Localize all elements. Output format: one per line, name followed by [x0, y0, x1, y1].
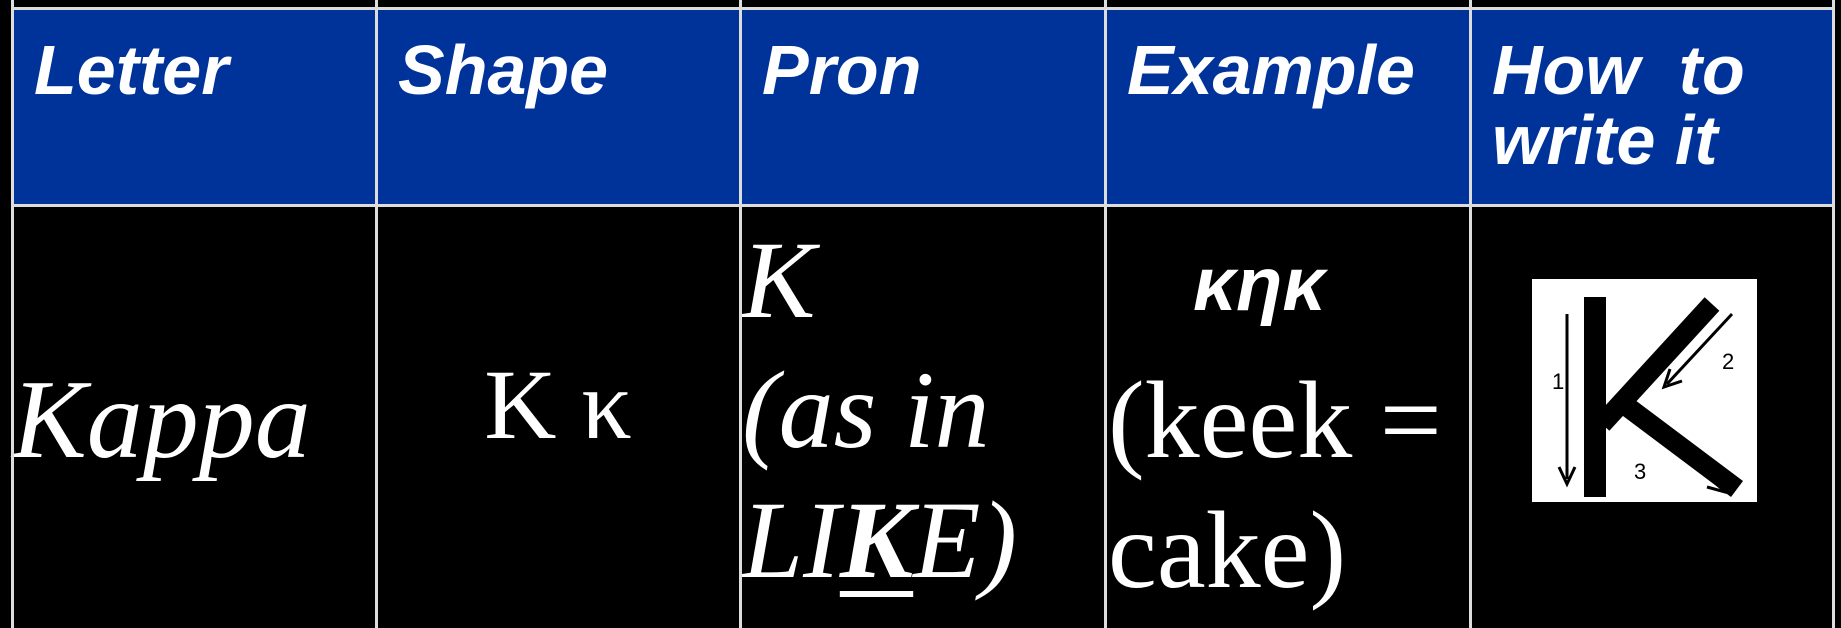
border: [12, 7, 1834, 10]
header-cell: Pron: [740, 9, 1105, 205]
arrow: [1670, 442, 1724, 491]
border: [12, 204, 1834, 207]
stroke: [1611, 391, 1743, 497]
pron-line: LIKE): [742, 475, 1017, 605]
stroke-number: 3: [1634, 459, 1646, 484]
pron-text: E): [913, 479, 1018, 601]
example-gloss: (keek =: [1108, 359, 1442, 481]
pron-text: LI: [742, 479, 840, 601]
header-text: How to write it: [1492, 31, 1765, 179]
border: [739, 0, 742, 628]
arrow: [1661, 368, 1683, 390]
pron: K (as in LIKE): [742, 215, 1017, 605]
arrow: [1665, 312, 1734, 386]
letter-shape: Κ κ: [484, 349, 632, 460]
header-cell: Shape: [376, 9, 740, 205]
header-text: Shape: [398, 31, 609, 109]
stroke-diagram: 1 2 3: [1532, 279, 1757, 502]
arrow: [1557, 466, 1577, 488]
example: κηκ (keek = cake): [1108, 215, 1442, 615]
header-cell: Example: [1105, 9, 1470, 205]
header-text: Pron: [762, 31, 922, 109]
border: [1104, 0, 1107, 628]
letter-name: Kappa: [12, 358, 311, 482]
example-word: κηκ: [1193, 242, 1326, 327]
border: [375, 0, 378, 628]
border: [1832, 0, 1835, 628]
header-cell: How to write it: [1470, 9, 1834, 205]
border: [1469, 0, 1472, 628]
stroke-number: 2: [1722, 349, 1734, 374]
pron-line: K: [742, 219, 816, 341]
pron-emphasis: K: [839, 479, 914, 601]
arrow: [1706, 473, 1728, 495]
header-cell: Letter: [12, 9, 376, 205]
example-gloss: cake): [1108, 489, 1347, 611]
header-text: Letter: [34, 31, 229, 109]
border: [11, 0, 14, 628]
pron-line: (as in: [742, 349, 990, 471]
stroke-number: 1: [1552, 369, 1564, 394]
stroke: [1584, 297, 1606, 497]
header-text: Example: [1127, 31, 1415, 109]
